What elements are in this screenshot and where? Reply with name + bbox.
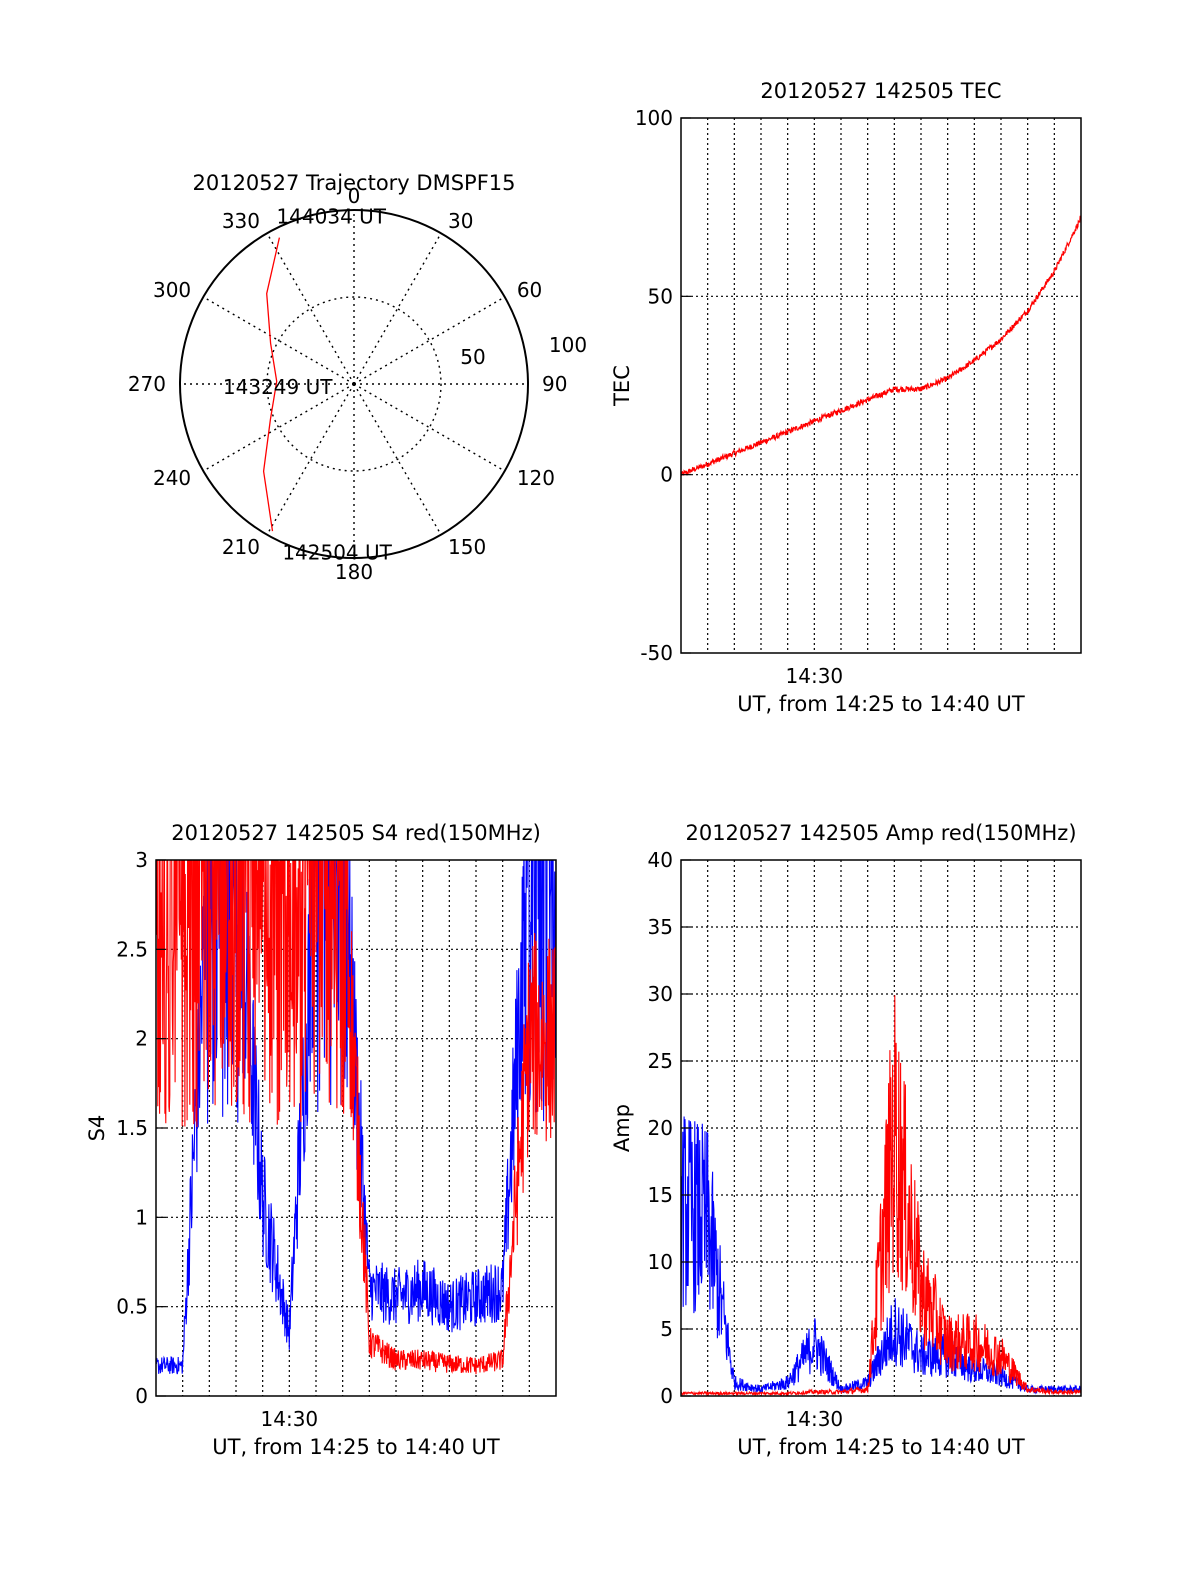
polar-radius-label: 100 bbox=[549, 333, 587, 357]
polar-angle-label: 210 bbox=[222, 535, 260, 559]
x-tick-label: 14:30 bbox=[261, 1407, 319, 1431]
polar-title: 20120527 Trajectory DMSPF15 bbox=[192, 171, 515, 195]
x-axis-label: UT, from 14:25 to 14:40 UT bbox=[737, 692, 1025, 716]
blue-series-line bbox=[156, 860, 556, 1375]
amp-panel: 20120527 142505 Amp red(150MHz) 0 5 10 15 20 2… bbox=[610, 821, 1082, 1459]
y-axis-label: S4 bbox=[85, 1115, 109, 1142]
polar-radial-line bbox=[266, 383, 355, 536]
y-tick-label: 0 bbox=[135, 1384, 148, 1408]
polar-radial-line bbox=[353, 232, 442, 385]
plot-frame bbox=[680, 117, 1082, 654]
y-tick-label: 10 bbox=[648, 1250, 673, 1274]
polar-radial-line bbox=[202, 296, 355, 385]
y-tick-label: 30 bbox=[648, 982, 673, 1006]
y-tick-label: 15 bbox=[648, 1183, 673, 1207]
polar-angle-label: 60 bbox=[517, 278, 542, 302]
polar-angle-label: 300 bbox=[153, 278, 191, 302]
polar-grid-circle bbox=[266, 296, 442, 472]
y-axis-label: TEC bbox=[610, 365, 634, 407]
y-tick-label: 35 bbox=[648, 915, 673, 939]
y-tick-label: 0.5 bbox=[116, 1295, 148, 1319]
polar-angle-label: 240 bbox=[153, 466, 191, 490]
y-tick-label: 25 bbox=[648, 1049, 673, 1073]
red-series-line bbox=[681, 215, 1081, 476]
red-series-line bbox=[681, 995, 1081, 1396]
red-series-line bbox=[156, 860, 556, 1375]
polar-outer-circle bbox=[179, 209, 529, 559]
y-tick-label: 0 bbox=[660, 463, 673, 487]
plot-series-group bbox=[681, 215, 1081, 476]
trajectory-series-line bbox=[262, 237, 281, 532]
chart-title: 20120527 142505 Amp red(150MHz) bbox=[685, 821, 1076, 845]
trajectory-annotation: 144034 UT bbox=[276, 204, 386, 228]
polar-radius-label: 50 bbox=[460, 345, 485, 369]
tec-panel: 20120527 142505 TEC -50 0 50 100 14:30 UT, fro… bbox=[610, 79, 1082, 716]
y-tick-label: 1 bbox=[135, 1205, 148, 1229]
x-tick-label: 14:30 bbox=[786, 1407, 844, 1431]
y-tick-label: 50 bbox=[648, 284, 673, 308]
y-tick-label: 2.5 bbox=[116, 937, 148, 961]
x-axis-label: UT, from 14:25 to 14:40 UT bbox=[212, 1435, 500, 1459]
y-tick-label: 40 bbox=[648, 848, 673, 872]
polar-angle-label: 180 bbox=[335, 560, 373, 584]
polar-angle-label: 330 bbox=[222, 209, 260, 233]
y-tick-label: -50 bbox=[640, 641, 673, 665]
y-tick-label: 0 bbox=[660, 1384, 673, 1408]
trajectory-annotation: 142504 UT bbox=[282, 540, 392, 564]
polar-angle-label: 90 bbox=[542, 372, 567, 396]
y-tick-label: 100 bbox=[635, 106, 673, 130]
y-axis-label: Amp bbox=[610, 1104, 634, 1152]
polar-radial-line bbox=[202, 383, 355, 472]
polar-angle-label: 0 bbox=[348, 184, 361, 208]
y-tick-label: 3 bbox=[135, 848, 148, 872]
plot-series-group bbox=[156, 860, 556, 1375]
trajectory-annotation: 143249 UT bbox=[223, 375, 333, 399]
polar-angle-label: 150 bbox=[448, 535, 486, 559]
x-tick-label: 14:30 bbox=[786, 664, 844, 688]
polar-radial-line bbox=[353, 383, 506, 472]
y-tick-label: 20 bbox=[648, 1116, 673, 1140]
chart-title: 20120527 142505 TEC bbox=[760, 79, 1001, 103]
polar-angle-label: 270 bbox=[128, 372, 166, 396]
y-tick-label: 2 bbox=[135, 1027, 148, 1051]
polar-angle-label: 30 bbox=[448, 209, 473, 233]
chart-title: 20120527 142505 S4 red(150MHz) bbox=[171, 821, 541, 845]
y-tick-label: 1.5 bbox=[116, 1116, 148, 1140]
y-tick-label: 5 bbox=[660, 1317, 673, 1341]
polar-radial-line bbox=[353, 383, 442, 536]
s4-panel: 20120527 142505 S4 red(150MHz) 0 0.5 1 1.5 2 2… bbox=[85, 821, 557, 1459]
polar-angle-label: 120 bbox=[517, 466, 555, 490]
polar-radial-line bbox=[266, 232, 355, 385]
polar-radial-line bbox=[353, 296, 506, 385]
x-axis-label: UT, from 14:25 to 14:40 UT bbox=[737, 1435, 1025, 1459]
plot-series-group bbox=[681, 995, 1081, 1396]
